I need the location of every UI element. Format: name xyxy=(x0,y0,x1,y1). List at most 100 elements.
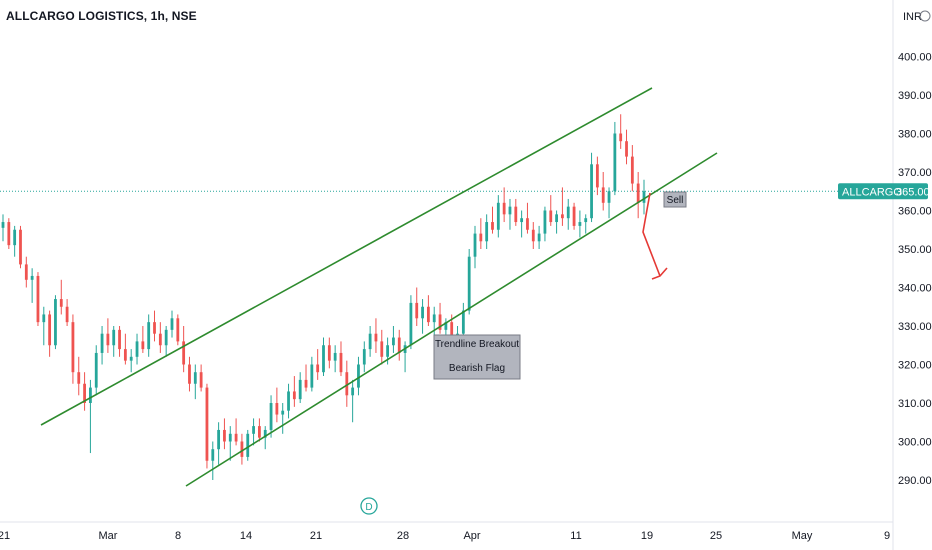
candle[interactable] xyxy=(467,249,471,315)
candle[interactable] xyxy=(630,145,634,192)
candle[interactable] xyxy=(491,206,494,234)
candle[interactable] xyxy=(106,318,110,353)
candle[interactable] xyxy=(246,429,250,461)
candle[interactable] xyxy=(514,198,518,226)
candle[interactable] xyxy=(7,218,11,249)
candle[interactable] xyxy=(298,372,302,403)
candle[interactable] xyxy=(48,310,52,357)
candle[interactable] xyxy=(537,225,541,249)
currency-label[interactable]: INR xyxy=(903,10,931,23)
candle[interactable] xyxy=(24,256,28,288)
candle[interactable] xyxy=(310,356,314,392)
candle[interactable] xyxy=(362,341,366,373)
candle[interactable] xyxy=(397,329,401,361)
sell-arrow[interactable] xyxy=(642,192,668,280)
candle[interactable] xyxy=(409,295,413,350)
candle[interactable] xyxy=(158,322,162,353)
annotation-box-breakout[interactable]: Trendline Breakout Bearish Flag xyxy=(433,334,521,380)
candle[interactable] xyxy=(601,172,605,211)
candle[interactable] xyxy=(281,403,285,434)
candle[interactable] xyxy=(287,383,290,419)
candle[interactable] xyxy=(578,210,582,238)
candle[interactable] xyxy=(164,326,168,357)
candle[interactable] xyxy=(438,302,442,334)
candle[interactable] xyxy=(1,214,5,242)
candle[interactable] xyxy=(135,333,139,365)
candle[interactable] xyxy=(228,426,232,461)
candle[interactable] xyxy=(520,210,524,238)
candle[interactable] xyxy=(153,310,156,342)
candle[interactable] xyxy=(123,333,127,365)
candle[interactable] xyxy=(415,287,419,327)
candle[interactable] xyxy=(607,187,611,219)
candle[interactable] xyxy=(188,356,191,392)
candle[interactable] xyxy=(258,418,261,442)
candle[interactable] xyxy=(211,441,215,481)
candle[interactable] xyxy=(234,418,238,446)
candle[interactable] xyxy=(485,214,489,249)
candle[interactable] xyxy=(357,356,360,396)
annotation-box-sell[interactable]: Sell xyxy=(663,191,687,208)
candle[interactable] xyxy=(316,349,320,380)
candle[interactable] xyxy=(269,395,273,438)
candle[interactable] xyxy=(141,326,145,353)
candle[interactable] xyxy=(392,326,395,353)
candle[interactable] xyxy=(595,156,599,196)
candle[interactable] xyxy=(36,272,40,326)
candle[interactable] xyxy=(100,326,104,365)
candle[interactable] xyxy=(351,379,355,423)
candle[interactable] xyxy=(129,349,133,373)
candle[interactable] xyxy=(327,337,331,369)
candle[interactable] xyxy=(403,341,407,373)
candle[interactable] xyxy=(461,302,465,338)
candle[interactable] xyxy=(531,222,535,249)
candle[interactable] xyxy=(54,295,57,350)
candle[interactable] xyxy=(217,422,221,465)
candle[interactable] xyxy=(380,329,384,365)
dividend-marker[interactable]: D xyxy=(360,497,378,515)
candle[interactable] xyxy=(176,314,180,346)
candle[interactable] xyxy=(636,172,640,219)
candle[interactable] xyxy=(333,345,337,373)
candlestick-series[interactable] xyxy=(1,114,646,481)
candle[interactable] xyxy=(42,306,46,346)
candle[interactable] xyxy=(223,418,226,450)
candle[interactable] xyxy=(59,279,63,315)
settings-circle-icon[interactable] xyxy=(919,10,931,22)
y-axis[interactable]: 290.00 300.00 310.00 320.00 330.00 340.00 350.… xyxy=(898,52,932,488)
candle[interactable] xyxy=(549,195,553,226)
candle[interactable] xyxy=(642,179,646,215)
candle[interactable] xyxy=(613,121,617,196)
candle[interactable] xyxy=(374,318,378,353)
x-axis[interactable]: 21 Mar 8 14 21 28 Apr 11 19 25 May 9 xyxy=(0,530,890,542)
candle[interactable] xyxy=(205,383,209,469)
candle[interactable] xyxy=(292,376,296,407)
candle[interactable] xyxy=(30,268,34,303)
candle[interactable] xyxy=(590,152,593,223)
candle[interactable] xyxy=(83,372,86,411)
candle[interactable] xyxy=(421,299,424,334)
candle[interactable] xyxy=(526,202,529,234)
candle[interactable] xyxy=(322,337,325,377)
candle[interactable] xyxy=(508,198,512,230)
candle[interactable] xyxy=(584,214,588,234)
candle[interactable] xyxy=(112,326,116,357)
candle[interactable] xyxy=(561,187,564,226)
candle[interactable] xyxy=(13,225,17,257)
candle[interactable] xyxy=(619,114,623,149)
candle[interactable] xyxy=(496,195,500,238)
candle[interactable] xyxy=(170,310,174,338)
candle[interactable] xyxy=(89,379,92,454)
candle[interactable] xyxy=(193,364,197,400)
channel-lower-line[interactable] xyxy=(185,152,718,487)
candle[interactable] xyxy=(473,225,477,269)
candle[interactable] xyxy=(252,418,255,446)
trend-channel[interactable] xyxy=(40,87,718,487)
candle[interactable] xyxy=(426,295,430,326)
candle[interactable] xyxy=(65,299,69,326)
candle[interactable] xyxy=(240,433,244,465)
candle[interactable] xyxy=(199,364,203,392)
candle[interactable] xyxy=(182,326,186,373)
candle[interactable] xyxy=(572,202,576,230)
